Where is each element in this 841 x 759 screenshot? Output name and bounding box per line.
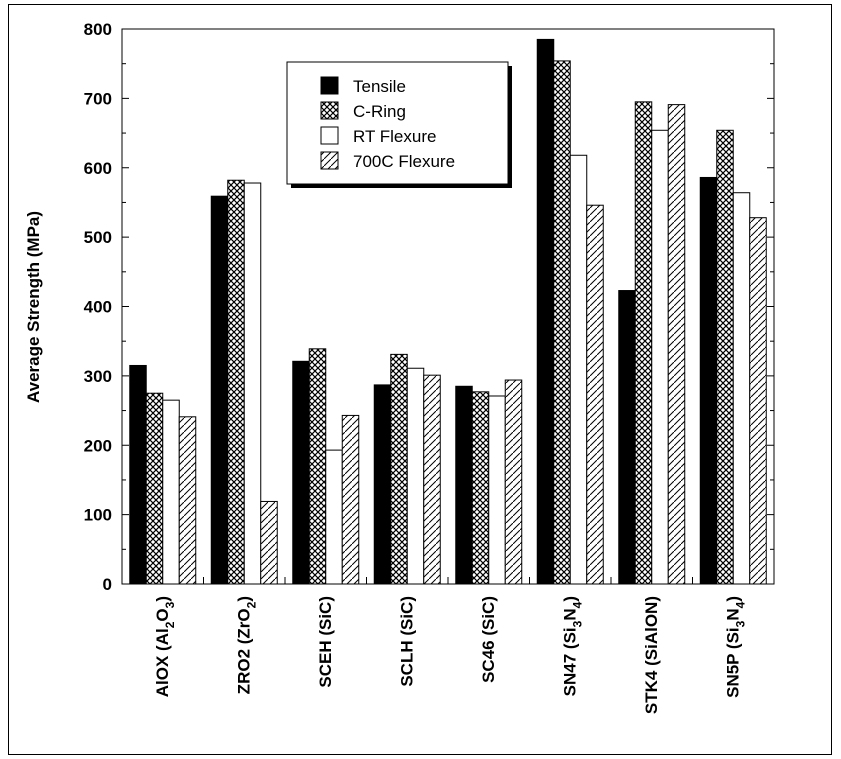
legend-label: 700C Flexure — [353, 152, 455, 171]
bar-700c-flexure — [667, 104, 686, 585]
bar-tensile — [618, 290, 636, 585]
x-category-label: SCLH (SiC) — [397, 596, 416, 687]
x-category-label: SN5P (Si3N4) — [723, 596, 747, 698]
bar-tensile — [129, 364, 147, 585]
bar-700c-flexure — [504, 379, 523, 585]
bar-c-ring — [634, 101, 653, 585]
bar-c-ring — [390, 353, 408, 585]
bar-c-ring — [716, 129, 734, 585]
bar-tensile — [699, 176, 718, 585]
bar-c-ring — [308, 348, 327, 585]
x-category-label: SCEH (SiC) — [316, 596, 335, 688]
x-category-label: SC46 (SiC) — [479, 596, 498, 683]
legend-swatch — [320, 126, 339, 145]
y-tick-label: 0 — [103, 575, 112, 594]
bar-tensile — [455, 385, 473, 585]
legend-swatch — [320, 76, 339, 95]
bar-tensile — [373, 384, 392, 585]
bar-c-ring — [145, 392, 164, 585]
y-tick-label: 300 — [84, 367, 112, 386]
bar-700c-flexure — [178, 416, 197, 585]
bar-700c-flexure — [586, 204, 604, 585]
y-tick-label: 200 — [84, 436, 112, 455]
bar-rt-flexure — [732, 192, 751, 585]
bar-rt-flexure — [488, 395, 506, 585]
y-axis-label: Average Strength (MPa) — [24, 211, 43, 403]
bar-tensile — [210, 195, 229, 585]
bar-c-ring — [553, 60, 571, 585]
y-tick-label: 100 — [84, 506, 112, 525]
legend-label: Tensile — [353, 77, 406, 96]
bar-c-ring — [471, 391, 490, 585]
y-tick-label: 600 — [84, 159, 112, 178]
bar-700c-flexure — [749, 217, 767, 585]
legend: Tensile C-Ring RT Flexure 700C Flexure — [286, 61, 512, 188]
y-tick-label: 500 — [84, 228, 112, 247]
bar-rt-flexure — [162, 399, 180, 585]
legend-swatch — [320, 151, 339, 170]
legend-swatch — [320, 101, 339, 120]
legend-label: C-Ring — [353, 102, 406, 121]
y-tick-label: 700 — [84, 89, 112, 108]
bar-chart: 0 100 200 300 400 500 600 700 800 AlOX (Al2O3) ZR… — [24, 20, 775, 714]
chart-frame: 0 100 200 300 400 500 600 700 800 AlOX (Al2O3) ZR… — [8, 4, 832, 755]
bar-tensile — [292, 360, 310, 585]
x-category-label: AlOX (Al2O3) — [153, 596, 177, 697]
bar-rt-flexure — [243, 182, 262, 585]
x-category-label: SN47 (Si3N4) — [560, 596, 584, 696]
legend-label: RT Flexure — [353, 127, 436, 146]
bar-700c-flexure — [260, 500, 278, 585]
y-tick-label: 400 — [84, 298, 112, 317]
y-axis: 0 100 200 300 400 500 600 700 800 — [84, 20, 774, 594]
bar-tensile — [536, 38, 555, 585]
bar-c-ring — [227, 179, 245, 585]
bar-rt-flexure — [569, 154, 588, 585]
bars-group — [129, 38, 767, 585]
bar-rt-flexure — [651, 129, 669, 585]
x-axis: AlOX (Al2O3) ZRO2 (ZrO2) SCEH (SiC) SCLH (S… — [153, 577, 747, 714]
y-tick-label: 800 — [84, 20, 112, 39]
bar-700c-flexure — [423, 374, 441, 585]
bar-rt-flexure — [406, 367, 425, 585]
bar-rt-flexure — [325, 449, 343, 585]
x-category-label: STK4 (SiAlON) — [642, 596, 661, 714]
x-category-label: ZRO2 (ZrO2) — [234, 596, 258, 694]
bar-700c-flexure — [341, 414, 360, 585]
